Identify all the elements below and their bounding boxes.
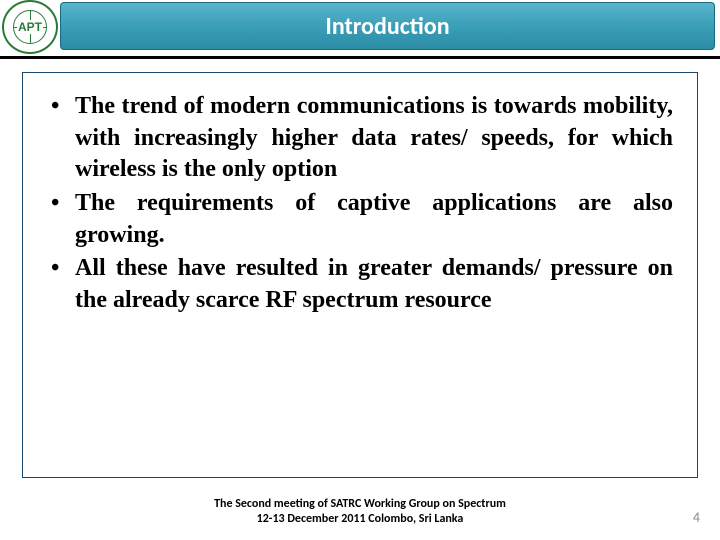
- bullet-item: The requirements of captive applications…: [47, 188, 673, 251]
- page-number: 4: [693, 509, 700, 526]
- header-bar: Introduction: [60, 2, 715, 50]
- footer-line2: 12-13 December 2011 Colombo, Sri Lanka: [0, 512, 720, 526]
- footer-line1: The Second meeting of SATRC Working Grou…: [0, 497, 720, 511]
- slide-title: Introduction: [325, 12, 449, 41]
- logo-oval: APT: [2, 0, 58, 54]
- content-box: The trend of modern communications is to…: [22, 72, 698, 478]
- org-logo: APT: [2, 0, 64, 58]
- bullet-item: All these have resulted in greater deman…: [47, 253, 673, 316]
- bullet-item: The trend of modern communications is to…: [47, 91, 673, 186]
- header-divider: [0, 56, 720, 59]
- logo-text: APT: [17, 20, 43, 34]
- footer: The Second meeting of SATRC Working Grou…: [0, 497, 720, 526]
- bullet-list: The trend of modern communications is to…: [47, 91, 673, 317]
